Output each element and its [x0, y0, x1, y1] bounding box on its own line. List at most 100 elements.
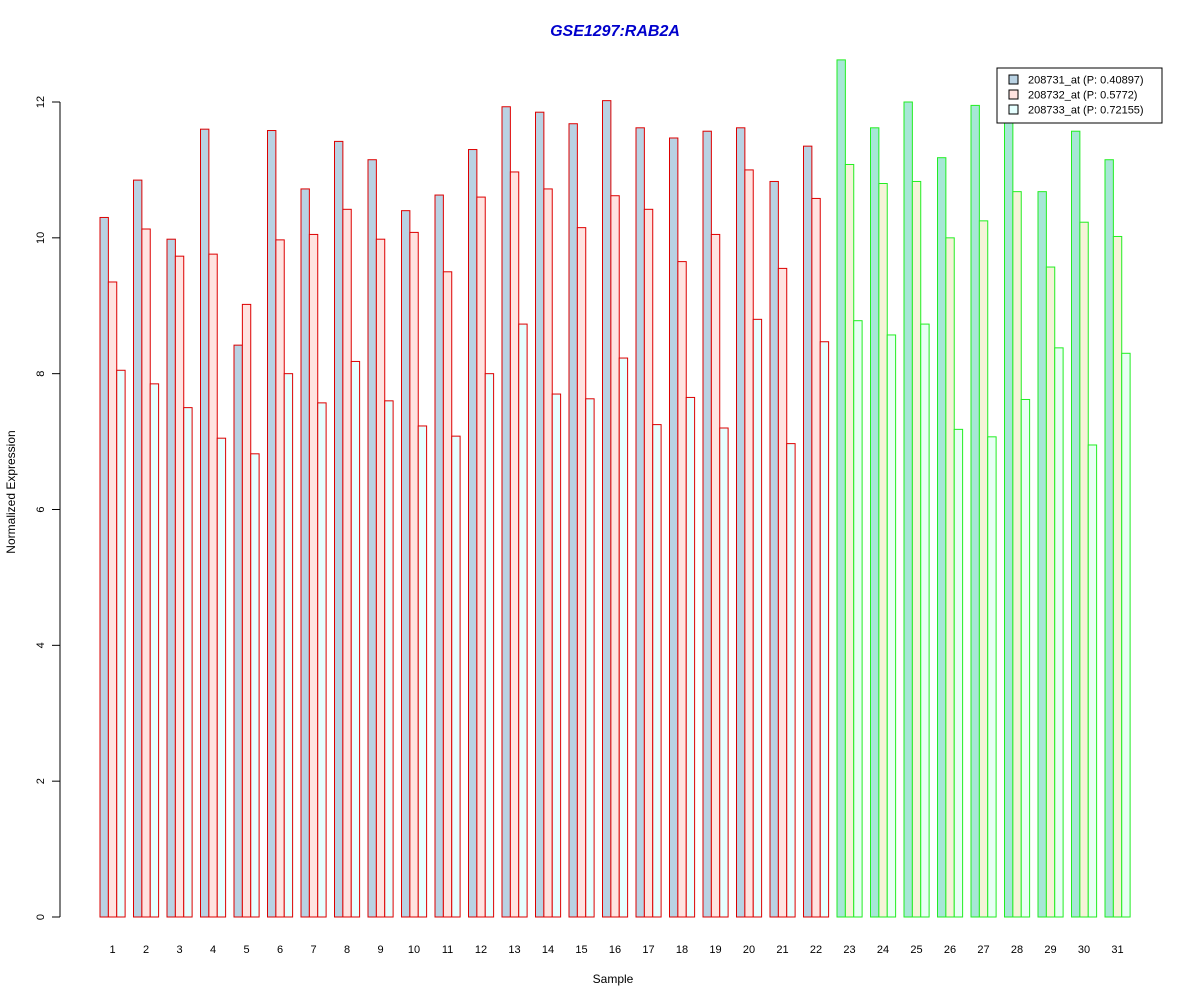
bar-208732_at-sample-20 — [744, 169, 754, 918]
bar-208731_at-sample-28 — [1004, 121, 1014, 918]
bar-208732_at-sample-11 — [442, 271, 453, 918]
x-tick-label: 13 — [508, 944, 520, 956]
bar-208733_at-sample-29 — [1054, 347, 1064, 918]
bar-208731_at-sample-7 — [300, 188, 310, 918]
y-axis: 0 2 4 6 8 10 12 — [35, 96, 61, 920]
bar-208732_at-sample-31 — [1112, 235, 1123, 918]
bar-208732_at-sample-1 — [107, 281, 118, 918]
x-tick-label: 26 — [944, 944, 956, 956]
bar-208732_at-sample-23 — [844, 163, 855, 918]
bar-208733_at-sample-15 — [585, 398, 595, 918]
bar-208732_at-sample-8 — [342, 208, 352, 918]
bar-208732_at-sample-24 — [878, 183, 888, 918]
bar-208731_at-sample-2 — [133, 179, 143, 918]
x-tick-label: 5 — [243, 944, 249, 956]
legend-swatch — [1008, 74, 1019, 85]
x-tick-label: 29 — [1044, 944, 1056, 956]
bar-208731_at-sample-23 — [836, 59, 846, 918]
bar-208733_at-sample-17 — [652, 424, 662, 918]
x-tick-label: 12 — [475, 944, 487, 956]
bar-208733_at-sample-2 — [149, 383, 160, 918]
bar-208733_at-sample-19 — [719, 427, 729, 918]
bar-208731_at-sample-21 — [769, 180, 779, 918]
bar-208733_at-sample-12 — [484, 373, 495, 918]
y-tick-label: 10 — [35, 232, 47, 244]
x-tick-label: 6 — [277, 944, 283, 956]
bar-208731_at-sample-20 — [736, 127, 746, 918]
bar-208733_at-sample-26 — [953, 428, 964, 918]
bar-208731_at-sample-6 — [267, 130, 277, 918]
legend-entry: 208733_at (P: 0.72155) — [1028, 105, 1144, 117]
bar-208733_at-sample-16 — [618, 357, 629, 918]
bar-208731_at-sample-11 — [434, 194, 444, 918]
bar-208732_at-sample-19 — [710, 233, 721, 918]
bar-208731_at-sample-30 — [1071, 130, 1081, 918]
bar-208732_at-sample-12 — [476, 196, 486, 918]
x-tick-label: 2 — [143, 944, 149, 956]
x-tick-label: 4 — [210, 944, 216, 956]
x-tick-label: 7 — [310, 944, 316, 956]
bar-208732_at-sample-22 — [811, 197, 821, 918]
bar-208732_at-sample-14 — [543, 188, 553, 918]
bar-208733_at-sample-4 — [216, 437, 227, 918]
x-tick-label: 19 — [709, 944, 721, 956]
y-tick-label: 0 — [35, 914, 47, 920]
bar-208733_at-sample-22 — [819, 341, 830, 918]
bar-208732_at-sample-27 — [978, 220, 989, 918]
x-tick-label: 23 — [843, 944, 855, 956]
y-tick-label: 4 — [35, 642, 47, 648]
bar-208731_at-sample-3 — [166, 238, 176, 918]
bar-208733_at-sample-8 — [350, 360, 361, 918]
bar-208732_at-sample-29 — [1045, 266, 1056, 918]
bar-208732_at-sample-18 — [677, 261, 687, 918]
bar-208733_at-sample-20 — [752, 318, 763, 918]
x-tick-label: 3 — [176, 944, 182, 956]
bar-208732_at-sample-3 — [174, 255, 185, 918]
bar-208733_at-sample-3 — [183, 407, 193, 918]
x-axis-title: Sample — [593, 972, 634, 986]
bar-208731_at-sample-22 — [803, 145, 813, 918]
x-tick-label: 21 — [776, 944, 788, 956]
bar-208731_at-sample-9 — [367, 159, 377, 918]
x-tick-label: 9 — [377, 944, 383, 956]
y-tick-label: 6 — [35, 506, 47, 512]
bar-208732_at-sample-16 — [610, 195, 620, 918]
bar-208731_at-sample-29 — [1037, 191, 1047, 918]
bar-208733_at-sample-21 — [786, 443, 796, 918]
bar-208733_at-sample-27 — [987, 436, 997, 918]
bar-208731_at-sample-19 — [702, 130, 712, 918]
bar-208732_at-sample-28 — [1012, 191, 1022, 918]
bar-208733_at-sample-31 — [1121, 352, 1131, 918]
legend-swatch — [1008, 104, 1019, 115]
bar-208731_at-sample-14 — [535, 111, 545, 918]
bar-208731_at-sample-31 — [1104, 159, 1114, 918]
bar-208732_at-sample-25 — [911, 180, 922, 918]
x-tick-label: 28 — [1011, 944, 1023, 956]
bar-208731_at-sample-8 — [334, 140, 344, 918]
x-tick-label: 25 — [910, 944, 922, 956]
bar-208731_at-sample-13 — [501, 106, 511, 918]
bar-208731_at-sample-5 — [233, 344, 243, 918]
bar-208733_at-sample-11 — [451, 435, 461, 918]
x-tick-label: 18 — [676, 944, 688, 956]
y-tick-label: 2 — [35, 778, 47, 784]
x-tick-label: 10 — [408, 944, 420, 956]
bar-208731_at-sample-10 — [401, 210, 411, 918]
bar-208732_at-sample-6 — [275, 239, 285, 918]
bar-208731_at-sample-4 — [200, 128, 210, 918]
legend-swatch — [1008, 89, 1019, 100]
bar-208733_at-sample-5 — [250, 453, 260, 918]
bar-208732_at-sample-7 — [308, 233, 319, 918]
bar-208733_at-sample-30 — [1087, 444, 1098, 918]
bar-208731_at-sample-16 — [602, 100, 612, 918]
bar-208732_at-sample-10 — [409, 231, 419, 918]
bar-208731_at-sample-27 — [970, 104, 980, 918]
bar-208733_at-sample-7 — [317, 402, 327, 918]
bar-208732_at-sample-30 — [1079, 221, 1089, 918]
y-tick-label: 8 — [35, 371, 47, 377]
bar-208733_at-sample-23 — [853, 320, 863, 918]
bar-208731_at-sample-15 — [568, 123, 578, 918]
bar-208733_at-sample-10 — [417, 425, 428, 918]
x-tick-label: 27 — [977, 944, 989, 956]
